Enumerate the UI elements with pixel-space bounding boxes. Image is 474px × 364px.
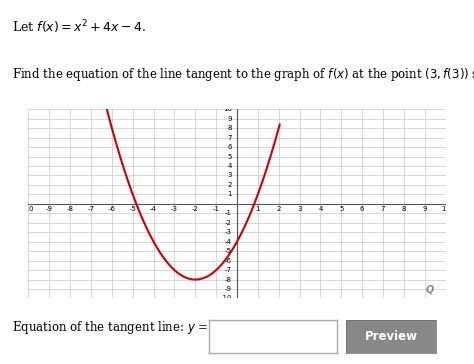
Text: -4: -4 (225, 239, 232, 245)
Text: -10: -10 (220, 296, 232, 301)
Text: 3: 3 (228, 173, 232, 178)
Text: 9: 9 (422, 206, 427, 212)
Text: 6: 6 (360, 206, 365, 212)
Text: -9: -9 (225, 286, 232, 292)
Text: -3: -3 (225, 229, 232, 235)
Text: 2: 2 (276, 206, 281, 212)
Text: -6: -6 (225, 258, 232, 264)
Text: 2: 2 (228, 182, 232, 188)
Text: 1: 1 (255, 206, 260, 212)
Text: 7: 7 (381, 206, 385, 212)
Text: -7: -7 (88, 206, 94, 212)
Text: Q: Q (426, 285, 434, 295)
Text: -8: -8 (67, 206, 73, 212)
Text: -10: -10 (23, 206, 34, 212)
Text: 5: 5 (339, 206, 344, 212)
Text: 6: 6 (228, 144, 232, 150)
Text: Let $f(x) = x^2 + 4x - 4$.: Let $f(x) = x^2 + 4x - 4$. (12, 18, 146, 36)
Text: 10: 10 (223, 106, 232, 112)
Text: -1: -1 (213, 206, 219, 212)
Text: 5: 5 (228, 154, 232, 159)
Text: 8: 8 (228, 125, 232, 131)
Text: -7: -7 (225, 267, 232, 273)
Text: -3: -3 (171, 206, 178, 212)
Text: 3: 3 (297, 206, 302, 212)
Text: -9: -9 (46, 206, 53, 212)
Text: 4: 4 (228, 163, 232, 169)
Text: 4: 4 (318, 206, 323, 212)
Text: 8: 8 (401, 206, 406, 212)
Text: -5: -5 (129, 206, 136, 212)
Text: -4: -4 (150, 206, 157, 212)
Text: 7: 7 (228, 135, 232, 141)
Text: -2: -2 (192, 206, 199, 212)
Text: Equation of the tangent line: $y$ =: Equation of the tangent line: $y$ = (12, 319, 209, 336)
Text: -6: -6 (109, 206, 115, 212)
Text: -1: -1 (225, 210, 232, 216)
Text: 1: 1 (228, 191, 232, 197)
Text: Find the equation of the line tangent to the graph of $f(x)$ at the point $(3, f: Find the equation of the line tangent to… (12, 66, 474, 83)
Text: -2: -2 (225, 220, 232, 226)
Text: Preview: Preview (365, 330, 418, 343)
Text: 10: 10 (441, 206, 450, 212)
Text: 9: 9 (228, 116, 232, 122)
Text: -8: -8 (225, 277, 232, 282)
Text: -5: -5 (225, 248, 232, 254)
